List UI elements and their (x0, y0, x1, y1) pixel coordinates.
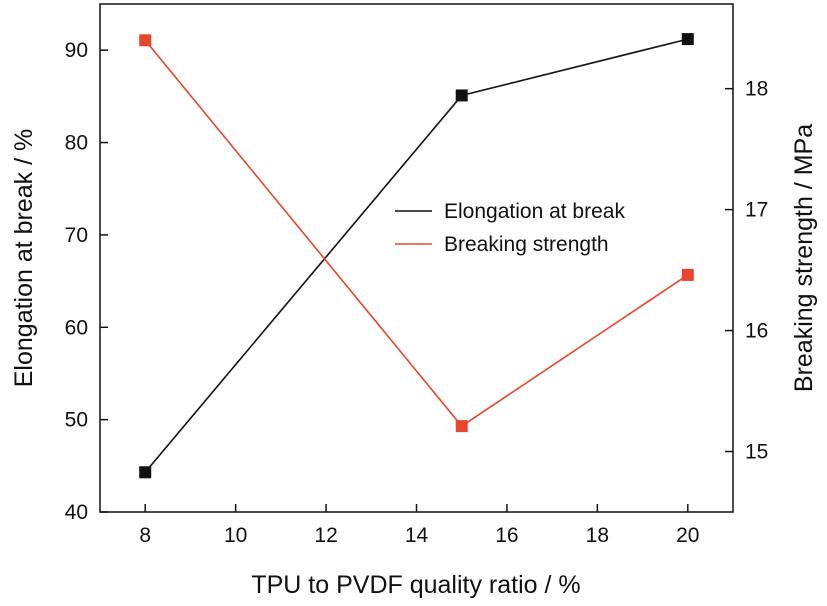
left-axis-title: Elongation at break / % (10, 129, 38, 388)
right-y-tick-label: 17 (745, 199, 768, 222)
data-point-1 (455, 420, 468, 433)
data-point-1 (681, 268, 694, 281)
data-point-0 (681, 33, 694, 46)
x-tick-label: 20 (676, 524, 699, 547)
right-y-tick-label: 16 (745, 320, 768, 343)
x-tick-label: 16 (495, 524, 518, 547)
legend-label-elongation: Elongation at break (444, 200, 625, 223)
data-point-0 (455, 89, 468, 102)
legend-label-breaking-strength: Breaking strength (444, 233, 609, 256)
x-tick-label: 12 (314, 524, 337, 547)
left-y-tick-label: 60 (65, 316, 88, 339)
left-y-tick-label: 90 (65, 39, 88, 62)
data-point-1 (139, 34, 152, 47)
x-axis-ticks: 8 10 12 14 16 18 20 (139, 504, 699, 547)
left-y-tick-label: 50 (65, 409, 88, 432)
right-axis-title: Breaking strength / MPa (790, 124, 818, 392)
right-y-tick-label: 18 (745, 78, 768, 101)
x-tick-label: 10 (224, 524, 247, 547)
right-y-tick-label: 15 (745, 441, 768, 464)
left-y-tick-label: 40 (65, 501, 88, 524)
x-axis-title: TPU to PVDF quality ratio / % (251, 571, 580, 599)
right-axis-ticks: 15 16 17 18 (725, 78, 768, 464)
left-y-tick-label: 80 (65, 132, 88, 155)
series-layer (139, 33, 694, 479)
x-tick-label: 14 (405, 524, 429, 547)
left-axis-ticks: 40 50 60 70 80 90 (65, 39, 108, 524)
x-tick-label: 8 (139, 524, 151, 547)
x-tick-label: 18 (586, 524, 609, 547)
legend: Elongation at break Breaking strength (395, 200, 625, 256)
data-point-0 (139, 466, 152, 479)
left-y-tick-label: 70 (65, 224, 88, 247)
plot-frame (99, 3, 734, 513)
